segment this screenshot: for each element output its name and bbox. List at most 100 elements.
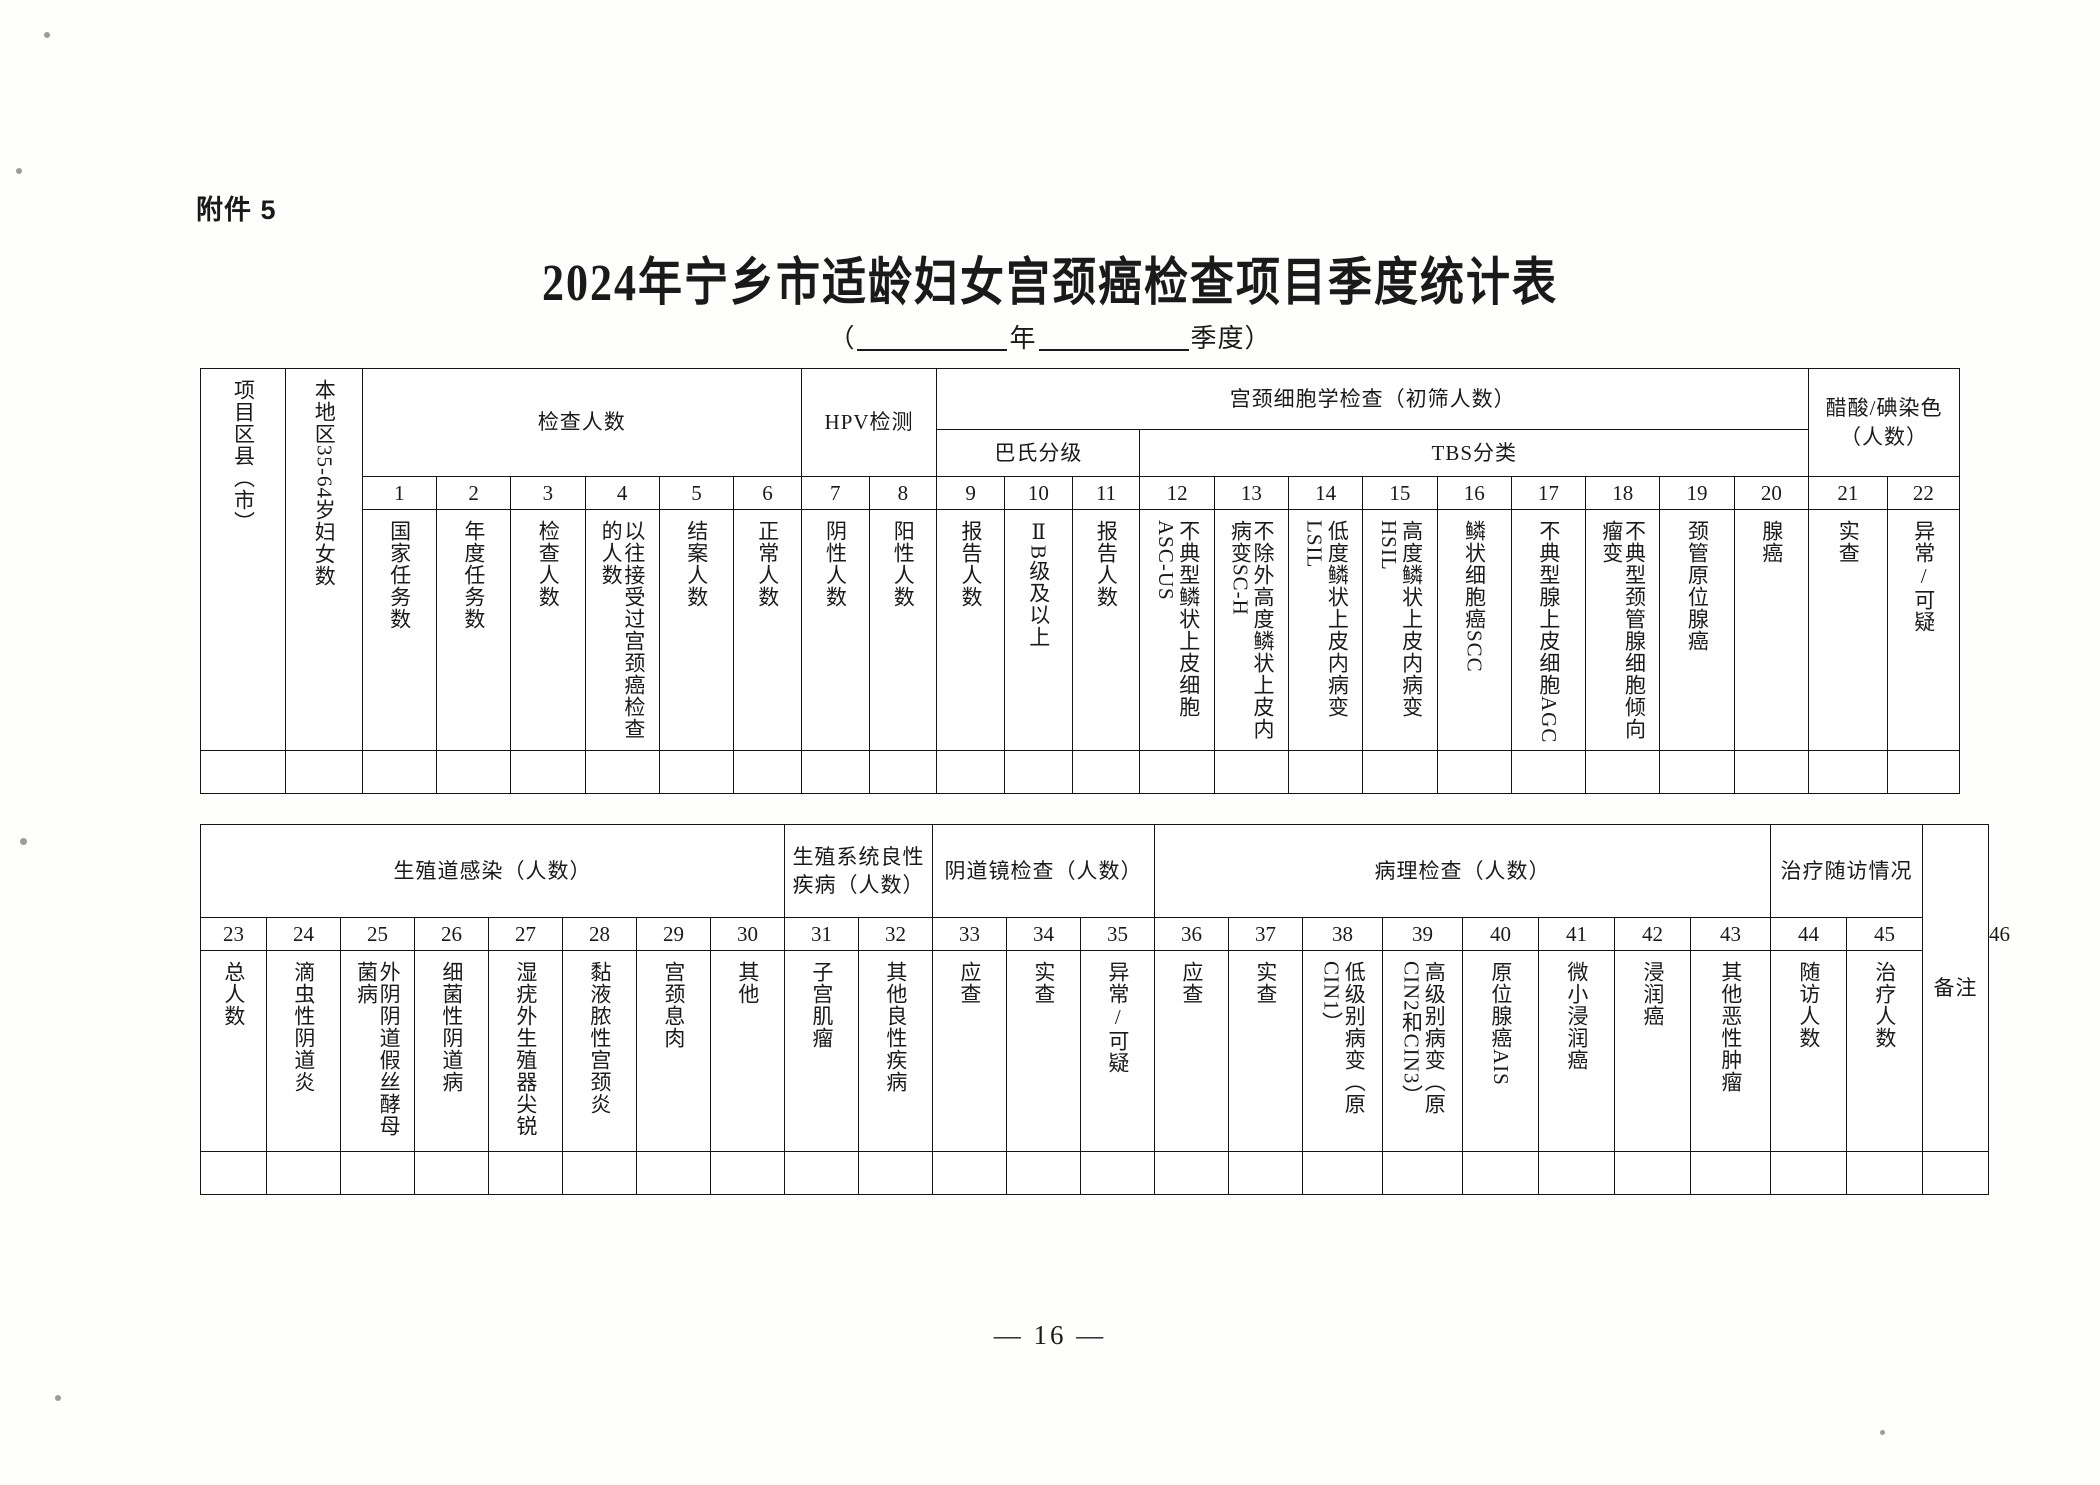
data-cell[interactable] xyxy=(1690,1151,1772,1195)
data-cell[interactable] xyxy=(1139,750,1215,794)
data-cell[interactable] xyxy=(710,1151,785,1195)
col-number: 42 xyxy=(1614,917,1692,951)
col-number: 34 xyxy=(1006,917,1081,951)
col-number: 9 xyxy=(936,476,1005,510)
scan-speck xyxy=(1880,1430,1885,1435)
data-cell[interactable] xyxy=(658,750,735,794)
data-cell[interactable] xyxy=(1808,750,1888,794)
group-header-rti: 生殖道感染（人数） xyxy=(200,824,785,918)
data-cell[interactable] xyxy=(1071,750,1141,794)
data-cell[interactable] xyxy=(584,750,660,794)
col-label-tbs-reported: 报告人数 xyxy=(1071,509,1141,751)
col-number: 38 xyxy=(1302,917,1384,951)
group-header-pathology: 病理检查（人数） xyxy=(1154,824,1772,918)
data-cell[interactable] xyxy=(361,750,437,794)
col-number: 3 xyxy=(510,476,586,510)
data-cell[interactable] xyxy=(1302,1151,1384,1195)
data-cell[interactable] xyxy=(800,750,870,794)
col-label-treated-count: 治疗人数 xyxy=(1846,950,1924,1152)
data-cell[interactable] xyxy=(1382,1151,1464,1195)
data-cell[interactable] xyxy=(1733,750,1810,794)
data-cell[interactable] xyxy=(199,750,287,794)
scan-speck xyxy=(55,1395,61,1401)
col-number: 4 xyxy=(584,476,660,510)
data-cell[interactable] xyxy=(1770,1151,1848,1195)
col-label-invasive: 浸润癌 xyxy=(1614,950,1692,1152)
col-label-other-benign: 其他良性疾病 xyxy=(858,950,933,1152)
col-label-hsil: 高度鳞状上皮内病变HSIL xyxy=(1362,509,1438,751)
data-cell[interactable] xyxy=(733,750,802,794)
col-label-closed-cases: 结案人数 xyxy=(658,509,735,751)
data-cell[interactable] xyxy=(858,1151,933,1195)
data-cell[interactable] xyxy=(1079,1151,1156,1195)
data-cell[interactable] xyxy=(414,1151,489,1195)
page-title: 2024年宁乡市适龄妇女宫颈癌检查项目季度统计表 xyxy=(542,254,1558,312)
col-number: 20 xyxy=(1733,476,1810,510)
header-row-groups-2a: 生殖道感染（人数） 生殖系统良性疾病（人数） 阴道镜检查（人数） 病理检查（人数… xyxy=(200,824,1990,1152)
group-header-followup: 治疗随访情况 xyxy=(1770,824,1924,918)
data-cell[interactable] xyxy=(932,1151,1007,1195)
data-cell[interactable] xyxy=(1213,750,1290,794)
col-label-cervical-polyp: 宫颈息肉 xyxy=(636,950,711,1152)
attachment-label: 附件 5 xyxy=(196,195,277,225)
data-cell[interactable] xyxy=(784,1151,859,1195)
data-cell[interactable] xyxy=(1886,750,1961,794)
data-cell[interactable] xyxy=(340,1151,415,1195)
data-cell[interactable] xyxy=(868,750,938,794)
col-label-lsil-cin1: 低级别病变（原CIN1） xyxy=(1302,950,1384,1152)
data-cell[interactable] xyxy=(636,1151,711,1195)
col-number: 29 xyxy=(636,917,711,951)
scan-speck xyxy=(20,838,27,845)
col-number: 28 xyxy=(562,917,637,951)
col-label-previously-screened: 以往接受过宫颈癌检查的人数 xyxy=(584,509,660,751)
data-cell[interactable] xyxy=(1436,750,1512,794)
col-label-followup-count: 随访人数 xyxy=(1770,950,1848,1152)
col-number: 13 xyxy=(1213,476,1290,510)
col-label-asch: 不除外高度鳞状上皮内病变SC-H xyxy=(1213,509,1290,751)
data-cell[interactable] xyxy=(1004,750,1073,794)
subtitle-quarter-label: 季度 xyxy=(1190,324,1245,353)
col-label-hpv-positive: 阳性人数 xyxy=(868,509,938,751)
scan-speck xyxy=(44,32,50,38)
data-cell[interactable] xyxy=(1659,750,1735,794)
data-cell[interactable] xyxy=(1287,750,1364,794)
col-label-pap-reported: 报告人数 xyxy=(936,509,1005,751)
data-cell[interactable] xyxy=(562,1151,637,1195)
year-blank-line[interactable] xyxy=(857,349,1008,351)
data-cell[interactable] xyxy=(1228,1151,1304,1195)
data-cell[interactable] xyxy=(1462,1151,1540,1195)
data-cell[interactable] xyxy=(266,1151,341,1195)
data-cell[interactable] xyxy=(1846,1151,1924,1195)
header-row-groups-2: 巴氏分级 TBS分类 xyxy=(201,429,1960,477)
data-cell[interactable] xyxy=(1154,1151,1230,1195)
data-cell[interactable] xyxy=(1362,750,1438,794)
data-cell[interactable] xyxy=(936,750,1005,794)
col-label-rti-total: 总人数 xyxy=(200,950,267,1152)
group-header-benign: 生殖系统良性疾病（人数） xyxy=(784,824,933,918)
data-cell[interactable] xyxy=(1510,750,1587,794)
data-cell[interactable] xyxy=(435,750,512,794)
subtitle-year-label: 年 xyxy=(1009,324,1037,353)
data-cell[interactable] xyxy=(1922,1151,1990,1195)
group-header-acid-iodine: 醋酸/碘染色（人数） xyxy=(1808,368,1960,477)
data-cell[interactable] xyxy=(1538,1151,1616,1195)
col-label-ais: 原位腺癌AIS xyxy=(1462,950,1540,1152)
col-label-colpo-expected: 应查 xyxy=(932,950,1007,1152)
header-row-labels-1: 国家任务数 年度任务数 检查人数 以往接受过宫颈癌检查的人数 结案人数 正常人数… xyxy=(201,509,1961,751)
col-number: 8 xyxy=(868,476,938,510)
data-cell[interactable] xyxy=(1006,1151,1081,1195)
data-cell[interactable] xyxy=(488,1151,563,1195)
col-number: 24 xyxy=(266,917,341,951)
data-cell[interactable] xyxy=(285,750,363,794)
data-row-empty-2 xyxy=(200,1151,1990,1195)
data-cell[interactable] xyxy=(200,1151,267,1195)
quarter-blank-line[interactable] xyxy=(1038,349,1189,351)
statistics-form: 项目区县（市） 本地区35-64岁妇女数 检查人数 HPV检测 宫颈细胞学检查（… xyxy=(199,368,2010,1195)
col-label-lsil: 低度鳞状上皮内病变LSIL xyxy=(1287,509,1364,751)
group-header-pap: 巴氏分级 xyxy=(936,429,1141,477)
data-cell[interactable] xyxy=(1585,750,1661,794)
group-header-cytology: 宫颈细胞学检查（初筛人数） xyxy=(936,368,1810,430)
data-cell[interactable] xyxy=(1614,1151,1692,1195)
data-cell[interactable] xyxy=(510,750,586,794)
col-label-condyloma: 湿疣外生殖器尖锐 xyxy=(488,950,563,1152)
